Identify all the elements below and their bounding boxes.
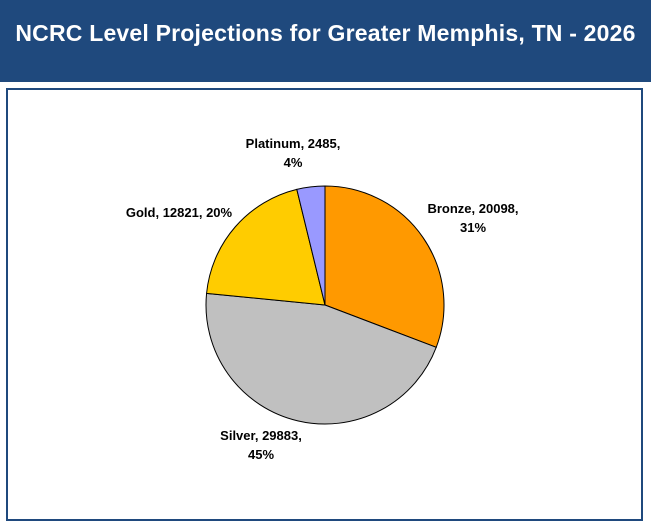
data-label-line: Platinum, 2485, bbox=[246, 136, 341, 151]
chart-title: NCRC Level Projections for Greater Memph… bbox=[15, 19, 636, 46]
data-label-bronze: Bronze, 20098, 31% bbox=[427, 201, 518, 235]
chart-title-bar: NCRC Level Projections for Greater Memph… bbox=[0, 0, 651, 82]
pie-slice-silver bbox=[205, 292, 437, 425]
chart-frame: Bronze, 20098, 31% Silver, 29883, 45% Gold, … bbox=[6, 88, 643, 521]
data-label-line: 4% bbox=[284, 155, 303, 170]
pie-slice-gold bbox=[206, 188, 326, 306]
data-label-gold: Gold, 12821, 20% bbox=[126, 205, 233, 220]
data-label-line: Gold, 12821, 20% bbox=[126, 205, 233, 220]
data-label-line: Bronze, 20098, bbox=[427, 201, 518, 216]
data-label-line: 45% bbox=[248, 447, 274, 462]
data-label-silver: Silver, 29883, 45% bbox=[220, 428, 302, 462]
pie-slice-platinum bbox=[296, 185, 326, 306]
pie-chart: Bronze, 20098, 31% Silver, 29883, 45% Gold, … bbox=[126, 136, 519, 462]
pie-slice-bronze bbox=[324, 185, 445, 348]
data-label-line: Silver, 29883, bbox=[220, 428, 302, 443]
data-label-line: 31% bbox=[460, 220, 486, 235]
data-label-platinum: Platinum, 2485, 4% bbox=[246, 136, 341, 170]
